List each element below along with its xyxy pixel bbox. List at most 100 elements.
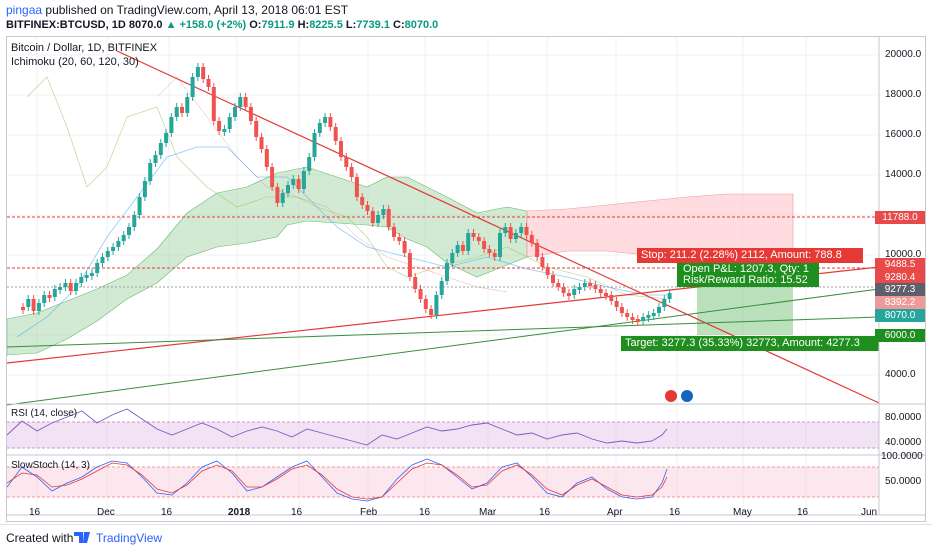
candle-body xyxy=(180,107,184,113)
price-tag-9280: 9280.4 xyxy=(875,271,925,284)
candle-body xyxy=(513,233,518,239)
candle-body xyxy=(519,227,524,233)
candle-body xyxy=(630,317,635,320)
price-axis-label: 14000.0 xyxy=(885,169,922,180)
tradingview-logo-icon xyxy=(74,532,90,543)
candle-body xyxy=(492,253,497,257)
candle-body xyxy=(662,299,667,307)
event-flag-icon xyxy=(681,390,693,402)
candle-body xyxy=(460,245,465,251)
time-axis-label: Feb xyxy=(360,507,378,518)
price-tag-9277: 9277.3 xyxy=(875,283,925,296)
created-with-text: Created with xyxy=(6,531,74,545)
candle-body xyxy=(508,227,513,239)
candle-body xyxy=(344,157,349,167)
stoch-label[interactable]: SlowStoch (14, 3) xyxy=(11,460,90,471)
candle-body xyxy=(545,267,550,275)
candle-body xyxy=(148,163,153,181)
candle-body xyxy=(26,299,31,307)
symbol-name[interactable]: BITFINEX:BTCUSD, 1D xyxy=(6,19,126,31)
high-label: H: xyxy=(297,19,310,31)
candle-body xyxy=(264,149,269,167)
price-tag-6000: 6000.0 xyxy=(875,329,925,342)
candles xyxy=(21,63,672,326)
candle-body xyxy=(487,249,492,253)
candle-body xyxy=(227,117,232,129)
time-axis-label: 16 xyxy=(419,507,431,518)
symbol-info: BITFINEX:BTCUSD, 1D 8070.0 ▲ +158.0 (+2%… xyxy=(6,19,438,31)
candle-body xyxy=(360,197,365,205)
target-label: Target: 3277.3 (35.33%) 32773, Amount: 4… xyxy=(625,337,860,349)
candle-body xyxy=(423,299,428,309)
time-axis-label: Jun xyxy=(861,507,878,518)
candle-body xyxy=(556,283,561,287)
candle-body xyxy=(370,211,375,223)
stoch-d xyxy=(7,462,668,500)
indicator-label[interactable]: Ichimoku (20, 60, 120, 30) xyxy=(11,56,139,68)
time-axis-label: Apr xyxy=(607,507,623,518)
target-zone xyxy=(697,286,793,335)
candle-body xyxy=(354,177,359,197)
candle-body xyxy=(572,289,577,295)
candle-body xyxy=(582,283,587,287)
candle-body xyxy=(429,309,434,315)
pnl-label: Open P&L: 1207.3, Qty: 1 xyxy=(683,263,809,275)
candle-body xyxy=(609,295,614,301)
candle-body xyxy=(614,301,619,307)
candle-body xyxy=(312,133,317,157)
candle-body xyxy=(317,123,322,133)
candle-body xyxy=(376,215,381,223)
candle-body xyxy=(466,233,471,251)
price-tag-9488: 9488.5 xyxy=(875,258,925,271)
price-axis-label: 10000.0 xyxy=(885,249,922,260)
rsi-label[interactable]: RSI (14, close) xyxy=(11,408,78,419)
time-axis-label: Dec xyxy=(97,507,115,518)
candle-body xyxy=(651,313,656,316)
price-axis-label: 4000.0 xyxy=(885,369,916,380)
author-link[interactable]: pingaa xyxy=(6,3,43,17)
candle-body xyxy=(598,289,603,293)
publish-info: pingaa published on TradingView.com, Apr… xyxy=(6,3,348,17)
price-tag-8070: 8070.0 xyxy=(875,309,925,322)
candle-body xyxy=(445,263,449,281)
time-axis-label: 16 xyxy=(161,507,173,518)
candle-body xyxy=(407,253,412,277)
time-axis-label: 16 xyxy=(669,507,681,518)
candle-body xyxy=(349,167,354,177)
time-axis-label: 16 xyxy=(29,507,41,518)
candle-body xyxy=(116,241,121,247)
candle-body xyxy=(418,289,423,299)
tradingview-link[interactable]: TradingView xyxy=(96,531,163,545)
candle-body xyxy=(21,307,25,310)
candle-body xyxy=(137,197,142,215)
candle-body xyxy=(450,253,455,263)
candle-body xyxy=(63,283,68,287)
price-axis-label: 18000.0 xyxy=(885,89,922,100)
candle-body xyxy=(259,137,264,149)
candle-body xyxy=(386,209,391,227)
chart-svg[interactable] xyxy=(7,37,926,522)
candle-body xyxy=(455,245,460,253)
candle-body xyxy=(291,179,296,185)
candle-body xyxy=(164,133,169,143)
candle-body xyxy=(482,241,487,249)
candle-body xyxy=(296,179,301,189)
price-axis-label: 20000.0 xyxy=(885,49,922,60)
candle-body xyxy=(222,129,227,132)
candle-body xyxy=(201,67,206,79)
price-axis-label: 16000.0 xyxy=(885,129,922,140)
candle-body xyxy=(301,171,306,189)
rr-label: Risk/Reward Ratio: 15.52 xyxy=(683,274,808,286)
candle-body xyxy=(79,277,84,283)
candle-body xyxy=(238,97,243,107)
last-price: 8070.0 xyxy=(128,19,163,31)
candle-body xyxy=(89,273,94,276)
low-label: L: xyxy=(345,19,357,31)
chart-canvas[interactable]: Bitcoin / Dollar, 1D, BITFINEX Ichimoku … xyxy=(6,36,926,522)
publish-text: published on TradingView.com, April 13, … xyxy=(45,3,349,17)
candle-body xyxy=(58,287,63,290)
candle-body xyxy=(132,215,137,227)
candle-body xyxy=(206,79,211,87)
candle-body xyxy=(47,295,52,298)
candle-body xyxy=(551,275,555,283)
